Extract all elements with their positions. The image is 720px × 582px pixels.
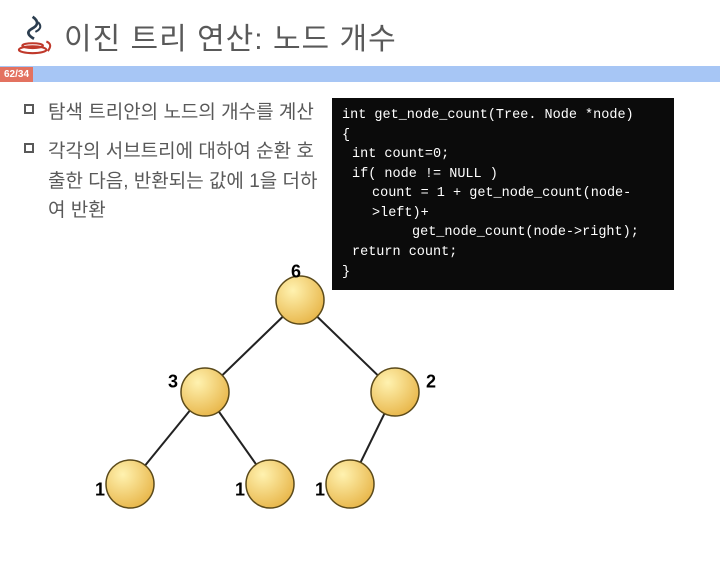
code-line: int get_node_count(Tree. Node *node) [342,106,664,126]
code-line: { [342,126,664,146]
tree-edge [130,392,205,484]
tree-diagram: 632111 [0,252,720,582]
bullet-text: 각각의 서브트리에 대하여 순환 호출한 다음, 반환되는 값에 1을 더하여 … [48,137,324,225]
tree-edge [350,392,395,484]
java-logo-icon [10,12,58,60]
bullet-text: 탐색 트리안의 노드의 개수를 계산 [48,98,324,127]
code-line: return count; [352,243,664,263]
code-line: } [342,263,664,283]
content-area: 탐색 트리안의 노드의 개수를 계산 각각의 서브트리에 대하여 순환 호출한 … [0,82,720,290]
accent-band: 62/34 [0,66,720,82]
tree-node-label: 3 [168,372,178,393]
bullet-item: 각각의 서브트리에 대하여 순환 호출한 다음, 반환되는 값에 1을 더하여 … [48,137,324,225]
tree-node [106,460,154,508]
tree-node-label: 1 [235,480,245,501]
tree-edge [300,300,395,392]
code-line: if( node != NULL ) [352,165,664,185]
tree-edge [205,392,270,484]
tree-node-label: 2 [426,372,436,393]
tree-node [326,460,374,508]
bullet-square-icon [24,143,34,153]
tree-node-label: 1 [315,480,325,501]
title-row: 이진 트리 연산: 노드 개수 [0,0,720,66]
page-title: 이진 트리 연산: 노드 개수 [64,14,397,58]
columns: 탐색 트리안의 노드의 개수를 계산 각각의 서브트리에 대하여 순환 호출한 … [14,98,706,290]
slide: 이진 트리 연산: 노드 개수 62/34 탐색 트리안의 노드의 개수를 계산… [0,0,720,540]
tree-node [371,368,419,416]
tree-node-label: 1 [95,480,105,501]
bullet-square-icon [24,104,34,114]
code-line: count = 1 + get_node_count(node->left)+ [372,184,664,223]
tree-edges [130,300,395,484]
tree-node [181,368,229,416]
tree-nodes [106,276,419,508]
page-number-badge: 62/34 [0,67,33,82]
code-line: get_node_count(node->right); [412,223,664,243]
code-line: int count=0; [352,145,664,165]
tree-svg [0,252,720,582]
bullets-column: 탐색 트리안의 노드의 개수를 계산 각각의 서브트리에 대하여 순환 호출한 … [14,98,324,290]
tree-node [246,460,294,508]
tree-edge [205,300,300,392]
code-block: int get_node_count(Tree. Node *node) { i… [332,98,674,290]
bullet-item: 탐색 트리안의 노드의 개수를 계산 [48,98,324,127]
